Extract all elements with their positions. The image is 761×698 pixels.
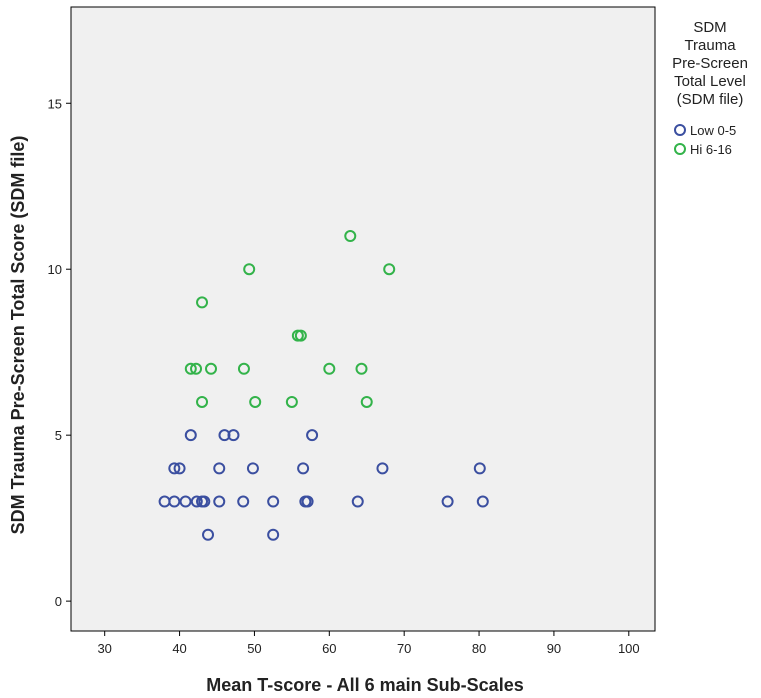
y-tick-label: 5 bbox=[55, 428, 62, 443]
data-point-low bbox=[198, 495, 211, 508]
data-point-low bbox=[184, 429, 197, 442]
data-point-hi bbox=[344, 230, 357, 243]
data-point-hi bbox=[360, 395, 373, 408]
data-point-hi bbox=[294, 329, 307, 342]
x-tick-label: 30 bbox=[97, 641, 111, 656]
plot-area bbox=[70, 6, 656, 632]
y-axis-title: SDM Trauma Pre-Screen Total Score (SDM f… bbox=[8, 136, 28, 535]
data-point-low bbox=[476, 495, 489, 508]
legend-marker bbox=[674, 143, 686, 155]
legend-title-line: Total Level bbox=[674, 73, 746, 90]
x-axis-title: Mean T-score - All 6 main Sub-Scales bbox=[206, 675, 523, 695]
legend-title-line: Pre-Screen bbox=[672, 55, 748, 72]
y-tick-label: 0 bbox=[55, 594, 62, 609]
data-point-low bbox=[168, 462, 181, 475]
x-tick-label: 100 bbox=[618, 641, 640, 656]
data-point-hi bbox=[285, 395, 298, 408]
data-point-low bbox=[376, 462, 389, 475]
data-point-low bbox=[441, 495, 454, 508]
data-point-hi bbox=[184, 362, 197, 375]
y-tick-label: 10 bbox=[48, 262, 62, 277]
data-point-hi bbox=[237, 362, 250, 375]
x-tick-label: 90 bbox=[547, 641, 561, 656]
data-points bbox=[158, 230, 489, 541]
x-axis-ticks: 30 40 50 60 70 80 90 100 bbox=[97, 631, 640, 656]
data-point-low bbox=[227, 429, 240, 442]
data-point-low bbox=[351, 495, 364, 508]
data-point-low bbox=[202, 528, 215, 541]
legend-title-line: SDM bbox=[693, 19, 726, 36]
x-tick-label: 40 bbox=[172, 641, 186, 656]
data-point-low bbox=[267, 495, 280, 508]
x-tick-label: 70 bbox=[397, 641, 411, 656]
data-point-low bbox=[306, 429, 319, 442]
data-point-low bbox=[213, 462, 226, 475]
data-point-low bbox=[473, 462, 486, 475]
data-point-hi bbox=[243, 263, 256, 276]
data-point-low bbox=[218, 429, 231, 442]
legend-marker bbox=[674, 124, 686, 136]
x-tick-label: 80 bbox=[472, 641, 486, 656]
legend-title-line: Trauma bbox=[684, 37, 736, 54]
data-point-hi bbox=[249, 395, 262, 408]
x-tick-label: 50 bbox=[247, 641, 261, 656]
data-point-low bbox=[246, 462, 259, 475]
legend-title-line: (SDM file) bbox=[677, 91, 744, 108]
data-point-low bbox=[213, 495, 226, 508]
data-point-hi bbox=[355, 362, 368, 375]
data-point-low bbox=[168, 495, 181, 508]
data-point-low bbox=[173, 462, 186, 475]
data-point-hi bbox=[205, 362, 218, 375]
data-point-low bbox=[267, 528, 280, 541]
data-point-low bbox=[190, 495, 203, 508]
x-tick-label: 60 bbox=[322, 641, 336, 656]
data-point-low bbox=[179, 495, 192, 508]
data-point-hi bbox=[190, 362, 203, 375]
y-tick-label: 15 bbox=[48, 96, 62, 111]
data-point-hi bbox=[196, 296, 209, 309]
data-point-low bbox=[297, 462, 310, 475]
data-point-low bbox=[237, 495, 250, 508]
legend-label: Hi 6-16 bbox=[690, 142, 732, 157]
data-point-hi bbox=[196, 395, 209, 408]
data-point-hi bbox=[383, 263, 396, 276]
data-point-hi bbox=[323, 362, 336, 375]
data-point-low bbox=[301, 495, 314, 508]
legend-label: Low 0-5 bbox=[690, 123, 736, 138]
y-axis-ticks: 0 5 10 15 bbox=[48, 96, 71, 609]
